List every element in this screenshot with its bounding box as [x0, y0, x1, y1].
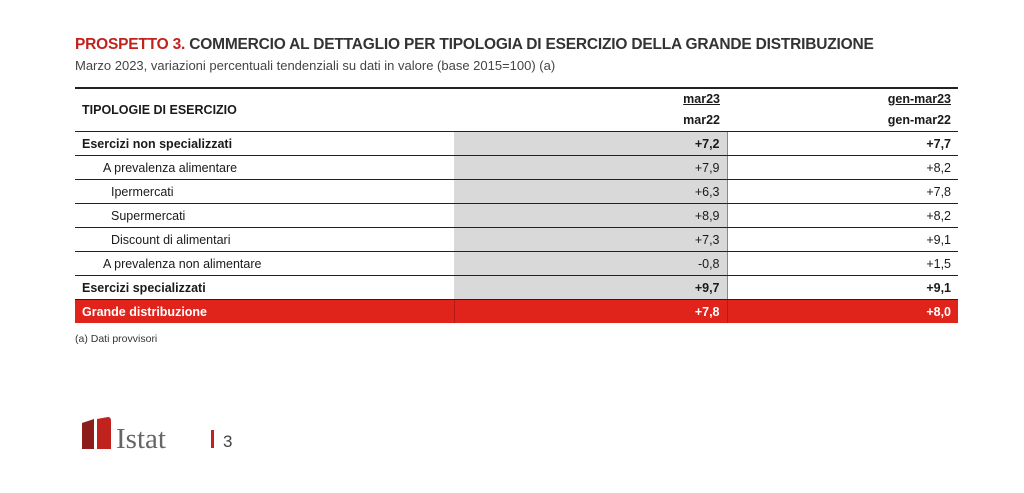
row-label: Grande distribuzione	[75, 299, 455, 323]
cell-value: +6,3	[454, 179, 728, 204]
cell-value: +8,2	[727, 155, 958, 180]
table-row: Supermercati +8,9 +8,2	[75, 203, 958, 228]
cell-value: +9,7	[454, 275, 728, 300]
cell-value: +8,2	[727, 203, 958, 228]
cell-value: -0,8	[454, 251, 728, 276]
cell-value: +7,7	[727, 131, 958, 156]
separator	[211, 430, 214, 448]
cell-value: +9,1	[727, 227, 958, 252]
row-label: Esercizi specializzati	[75, 275, 454, 300]
cell-value: +1,5	[727, 251, 958, 276]
row-label: Esercizi non specializzati	[75, 131, 454, 156]
cell-value: +7,3	[454, 227, 728, 252]
table-row: A prevalenza alimentare +7,9 +8,2	[75, 155, 958, 180]
row-label: Ipermercati	[75, 179, 454, 204]
footnote: (a) Dati provvisori	[75, 333, 158, 345]
row-label: A prevalenza alimentare	[75, 155, 454, 180]
subtitle: Marzo 2023, variazioni percentuali tende…	[75, 58, 556, 73]
row-label: A prevalenza non alimentare	[75, 251, 454, 276]
column-header-bottom: mar22	[454, 109, 727, 132]
page-number: 3	[223, 432, 232, 451]
cell-value: +8,0	[727, 299, 958, 323]
cell-value: +7,8	[727, 179, 958, 204]
table-body: Esercizi non specializzati +7,2 +7,7 A prev…	[75, 131, 958, 323]
cell-value: +7,8	[454, 299, 728, 323]
row-label: Supermercati	[75, 203, 454, 228]
title-label: PROSPETTO 3.	[75, 36, 186, 53]
cell-value: +9,1	[727, 275, 958, 300]
cell-value: +8,9	[454, 203, 728, 228]
logo-mark	[82, 419, 94, 449]
table-row: Discount di alimentari +7,3 +9,1	[75, 227, 958, 252]
table-row: Ipermercati +6,3 +7,8	[75, 179, 958, 204]
cell-value: +7,9	[454, 155, 728, 180]
brand: Istat	[116, 423, 166, 455]
cell-value: +7,2	[454, 131, 728, 156]
table-row: Esercizi non specializzati +7,2 +7,7	[75, 131, 958, 156]
column-header-top: mar23	[683, 92, 720, 106]
logo-mark	[97, 417, 111, 449]
column-header: TIPOLOGIE DI ESERCIZIO	[75, 87, 454, 132]
table-row: A prevalenza non alimentare -0,8 +1,5	[75, 251, 958, 276]
column-header: mar23	[454, 87, 727, 109]
row-label: Discount di alimentari	[75, 227, 454, 252]
table-row: Grande distribuzione +7,8 +8,0	[75, 299, 958, 323]
column-header-top: gen-mar23	[887, 92, 951, 106]
logo: Istat 3	[82, 417, 232, 455]
column-header-bottom: gen-mar22	[727, 109, 958, 132]
table-row: Esercizi specializzati +9,7 +9,1	[75, 275, 958, 300]
title: COMMERCIO AL DETTAGLIO PER TIPOLOGIA DI …	[189, 36, 874, 53]
title-block: PROSPETTO 3. COMMERCIO AL DETTAGLIO PER …	[75, 36, 874, 54]
column-header: gen-mar23	[727, 87, 958, 109]
table: TIPOLOGIE DI ESERCIZIO mar23 gen-mar23 mar…	[75, 87, 958, 323]
